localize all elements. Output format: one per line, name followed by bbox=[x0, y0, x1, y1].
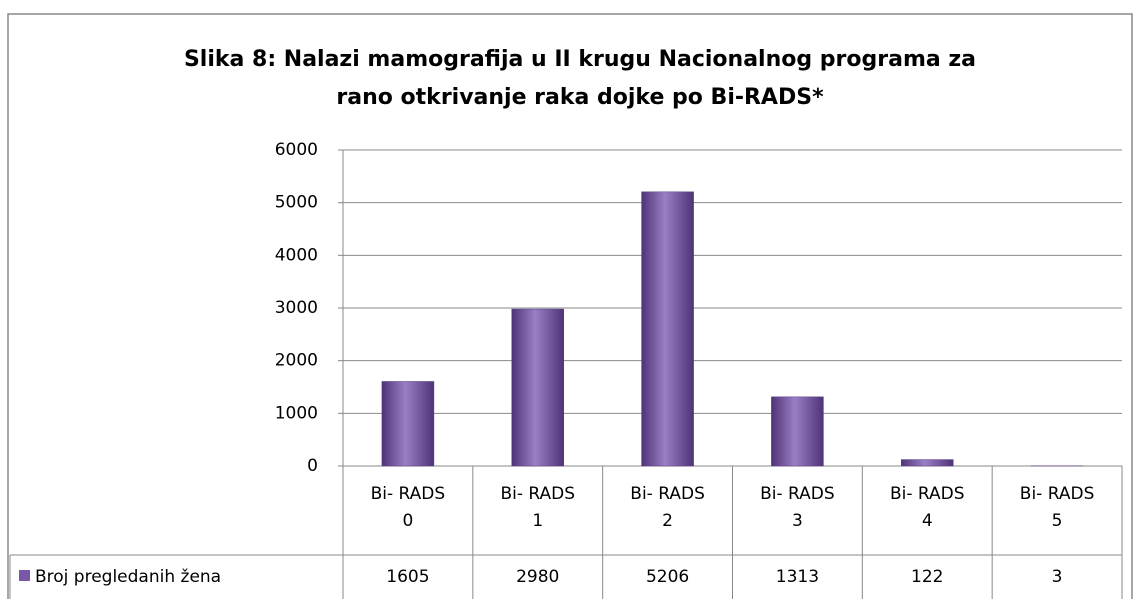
table-value: 3 bbox=[1052, 567, 1063, 587]
x-tick-label: Bi- RADS 4 bbox=[890, 484, 965, 531]
y-tick-label: 4000 bbox=[275, 245, 318, 265]
table-value: 1605 bbox=[386, 567, 429, 587]
table-value: 5206 bbox=[646, 567, 689, 587]
chart-subtitle: rano otkrivanje raka dojke po Bi-RADS* bbox=[336, 85, 824, 110]
chart-title: Slika 8: Nalazi mamografija u II krugu N… bbox=[184, 47, 976, 72]
bar bbox=[511, 308, 564, 467]
bar bbox=[641, 191, 694, 467]
y-tick-label: 3000 bbox=[275, 298, 318, 318]
table-value: 2980 bbox=[516, 567, 559, 587]
x-tick-label: Bi- RADS 5 bbox=[1020, 484, 1095, 531]
table-value: 122 bbox=[911, 567, 943, 587]
x-tick-label: Bi- RADS 0 bbox=[371, 484, 446, 531]
x-tick-label: Bi- RADS 2 bbox=[630, 484, 705, 531]
bar bbox=[771, 396, 824, 467]
y-tick-label: 5000 bbox=[275, 193, 318, 213]
legend-label: Broj pregledanih žena bbox=[35, 567, 221, 587]
chart-frame bbox=[7, 13, 1133, 599]
y-tick-label: 1000 bbox=[275, 403, 318, 423]
y-tick-label: 2000 bbox=[275, 351, 318, 371]
legend-key bbox=[19, 570, 30, 581]
y-tick-label: 0 bbox=[307, 456, 318, 476]
x-tick-label: Bi- RADS 3 bbox=[760, 484, 835, 531]
y-tick-label: 6000 bbox=[275, 140, 318, 160]
bar bbox=[381, 381, 435, 467]
table-value: 1313 bbox=[776, 567, 819, 587]
bar bbox=[901, 459, 954, 467]
x-tick-label: Bi- RADS 1 bbox=[500, 484, 575, 531]
